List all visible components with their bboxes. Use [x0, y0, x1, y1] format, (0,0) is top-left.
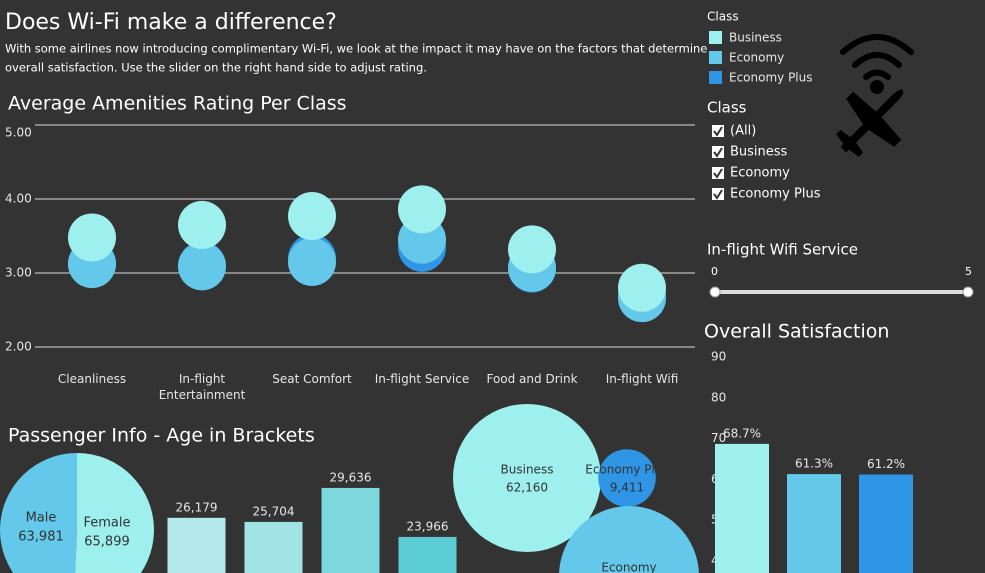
legend-label: Economy Plus	[729, 71, 813, 85]
bar	[321, 487, 380, 573]
subtitle-line: overall satisfaction. Use the slider on …	[5, 61, 427, 75]
value-label: 68.7%	[723, 426, 761, 440]
bubble-label: Economy	[601, 561, 656, 573]
legend-swatch	[709, 51, 722, 64]
check-mark	[713, 168, 723, 179]
dot	[508, 225, 556, 274]
x-tick-label: In-flight Wifi	[605, 372, 679, 386]
value-label: 23,966	[407, 519, 449, 533]
pie-slice	[0, 453, 77, 573]
filter-option: (All)	[730, 124, 756, 139]
bubble	[559, 506, 699, 573]
x-tick-label: Cleanliness	[57, 372, 127, 386]
x-tick-label: Food and Drink	[486, 372, 578, 386]
dot	[178, 242, 226, 291]
y-tick-label: 90	[711, 350, 726, 364]
legend-label: Economy	[729, 51, 784, 65]
value-label: 61.2%	[867, 457, 905, 471]
label-box: In-flight Entertainment	[158, 372, 246, 402]
bar	[787, 474, 841, 573]
bubble-label: Business	[501, 463, 554, 477]
check-mark	[713, 126, 723, 137]
bubble-value: 62,160	[506, 481, 548, 495]
slider-min: 0	[711, 265, 718, 278]
value-label: 25,704	[253, 504, 295, 518]
check-mark	[713, 147, 723, 158]
pie-slice	[75, 453, 154, 573]
dot	[68, 213, 116, 262]
x-tick-label: In-flight Service	[374, 372, 470, 386]
bubble-label: Economy Plus	[585, 463, 669, 477]
bar	[398, 536, 457, 573]
slice-label: Male	[26, 511, 57, 526]
label-box: In-flight Service	[374, 372, 470, 386]
page-title: Does Wi-Fi make a difference?	[5, 10, 337, 35]
dot	[288, 237, 336, 286]
dot	[618, 263, 666, 312]
slider-max: 5	[965, 265, 972, 278]
wifi-plane-icon	[836, 34, 914, 157]
filter-option: Economy	[730, 166, 790, 181]
chart-title: Average Amenities Rating Per Class	[8, 93, 347, 115]
value-label: 61.3%	[795, 457, 833, 471]
slice-label: Female	[83, 516, 130, 531]
label-box: Cleanliness	[57, 372, 127, 386]
bubble-value: 9,411	[610, 481, 644, 495]
legend-swatch	[709, 71, 722, 84]
label-box: Food and Drink	[486, 372, 578, 386]
slice-value: 63,981	[18, 530, 64, 545]
slider-handle[interactable]	[709, 286, 721, 298]
slider-handle[interactable]	[962, 286, 974, 298]
bar	[167, 517, 226, 573]
y-tick-label: 2.00	[5, 340, 32, 354]
x-tick-label: Seat Comfort	[272, 372, 352, 386]
legend-label: Business	[729, 31, 782, 45]
slider-title: In-flight Wifi Service	[707, 241, 858, 259]
bubble	[598, 449, 656, 507]
label-box: Seat Comfort	[272, 372, 352, 386]
y-tick-label: 70	[711, 431, 726, 445]
value-label: 29,636	[330, 470, 372, 484]
bubble	[453, 404, 601, 552]
y-tick-label: 4.00	[5, 192, 32, 206]
filter-option: Economy Plus	[730, 187, 821, 202]
subtitle-line: With some airlines now introducing compl…	[5, 42, 707, 56]
y-tick-label: 80	[711, 390, 726, 404]
check-mark	[713, 189, 723, 200]
legend-title: Class	[707, 10, 739, 24]
legend-swatch	[709, 31, 722, 44]
bar	[715, 443, 769, 573]
y-tick-label: 3.00	[5, 266, 32, 280]
dot	[178, 200, 226, 249]
x-tick-label: In-flight Entertainment	[158, 372, 246, 402]
value-label: 26,179	[176, 500, 218, 514]
bar	[859, 474, 913, 573]
slice-value: 65,899	[84, 535, 130, 550]
label-box: In-flight Wifi	[605, 372, 679, 386]
filter-option: Business	[730, 145, 788, 160]
dot	[288, 192, 336, 241]
dot	[398, 185, 446, 234]
filter-title: Class	[707, 99, 747, 117]
chart-title: Passenger Info - Age in Brackets	[8, 425, 315, 447]
chart-title: Overall Satisfaction	[704, 321, 889, 343]
y-tick-label: 5.00	[5, 126, 32, 140]
bar	[244, 521, 303, 573]
